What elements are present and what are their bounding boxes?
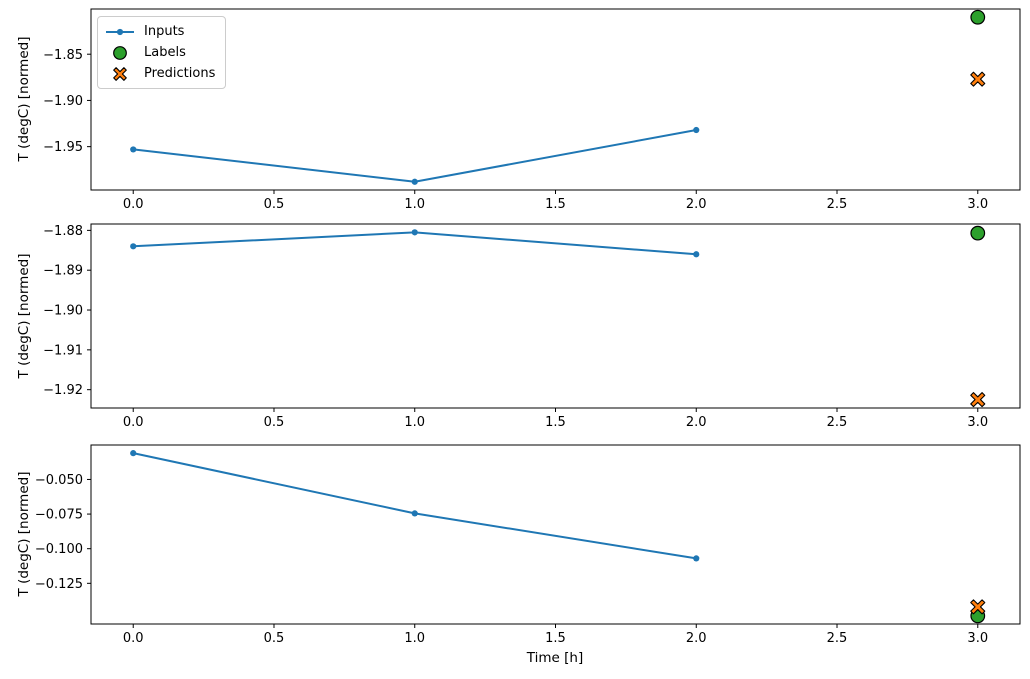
legend-item-labels: Labels: [105, 42, 217, 63]
legend-label-labels: Labels: [144, 45, 186, 60]
svg-text:1.5: 1.5: [545, 197, 566, 212]
subplot-3-ylabel: T (degC) [normed]: [16, 471, 32, 597]
svg-text:2.5: 2.5: [827, 197, 848, 212]
x-axis-label: Time [h]: [526, 650, 584, 666]
legend-label-inputs: Inputs: [144, 24, 185, 39]
svg-text:1.5: 1.5: [545, 631, 566, 646]
svg-text:1.5: 1.5: [545, 415, 566, 430]
svg-text:3.0: 3.0: [967, 631, 988, 646]
predictions-x-icon: [105, 66, 135, 82]
svg-text:0.0: 0.0: [123, 197, 144, 212]
svg-text:−1.90: −1.90: [43, 94, 83, 109]
svg-text:0.5: 0.5: [264, 197, 285, 212]
svg-text:−0.125: −0.125: [35, 577, 83, 592]
legend-item-inputs: Inputs: [105, 21, 217, 42]
labels-circle-icon: [105, 45, 135, 61]
legend-label-predictions: Predictions: [144, 66, 216, 81]
svg-text:1.0: 1.0: [404, 631, 425, 646]
subplot-2-ylabel: T (degC) [normed]: [16, 253, 32, 379]
svg-text:2.5: 2.5: [827, 415, 848, 430]
svg-text:0.5: 0.5: [264, 415, 285, 430]
svg-text:3.0: 3.0: [967, 197, 988, 212]
svg-text:2.0: 2.0: [686, 415, 707, 430]
svg-text:1.0: 1.0: [404, 197, 425, 212]
svg-text:−1.88: −1.88: [43, 224, 83, 239]
svg-text:2.0: 2.0: [686, 631, 707, 646]
legend: Inputs Labels Predictions: [97, 16, 226, 89]
svg-text:3.0: 3.0: [967, 415, 988, 430]
svg-text:−0.100: −0.100: [35, 542, 83, 557]
legend-item-predictions: Predictions: [105, 63, 217, 84]
svg-text:−1.91: −1.91: [43, 343, 83, 358]
svg-text:−1.89: −1.89: [43, 264, 83, 279]
svg-text:−1.85: −1.85: [43, 48, 83, 63]
svg-text:−0.075: −0.075: [35, 508, 83, 523]
inputs-line-icon: [105, 24, 135, 40]
svg-text:0.0: 0.0: [123, 631, 144, 646]
svg-text:2.0: 2.0: [686, 197, 707, 212]
svg-text:1.0: 1.0: [404, 415, 425, 430]
svg-text:−1.90: −1.90: [43, 304, 83, 319]
svg-text:2.5: 2.5: [827, 631, 848, 646]
subplot-1-ylabel: T (degC) [normed]: [16, 36, 32, 162]
svg-text:−1.95: −1.95: [43, 140, 83, 155]
svg-text:−0.050: −0.050: [35, 473, 83, 488]
svg-text:0.5: 0.5: [264, 631, 285, 646]
svg-text:−1.92: −1.92: [43, 383, 83, 398]
svg-text:0.0: 0.0: [123, 415, 144, 430]
